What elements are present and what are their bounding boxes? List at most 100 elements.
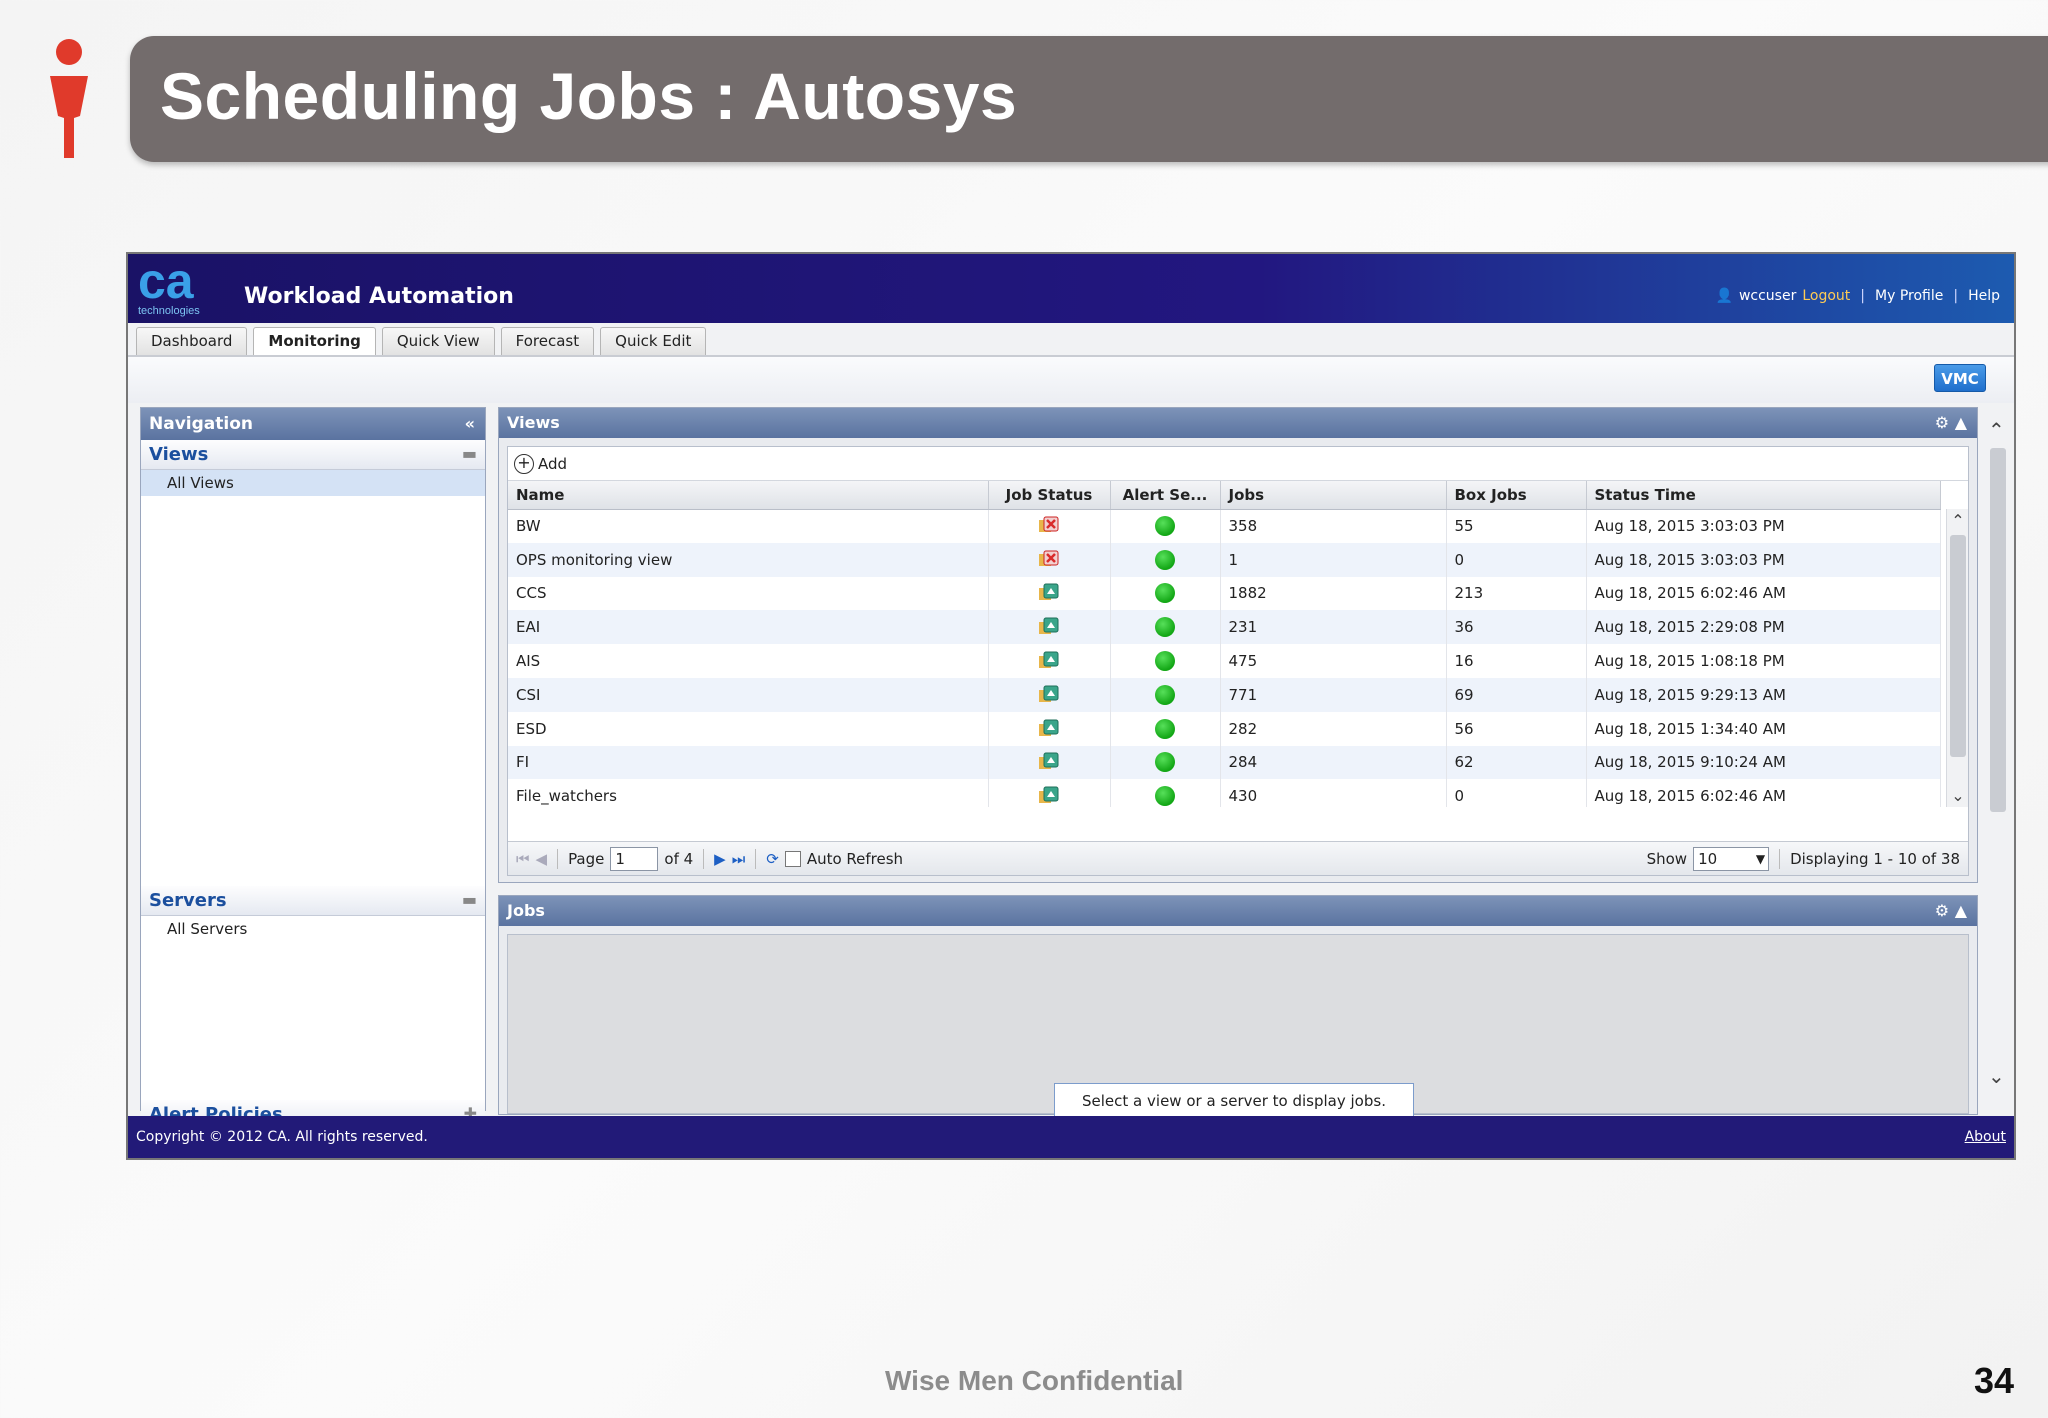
page-label: Page	[568, 849, 605, 868]
last-page-icon[interactable]: ⏭	[731, 849, 746, 868]
table-row[interactable]: BW 358 55 Aug 18, 2015 3:03:03 PM	[508, 509, 1941, 543]
dropdown-arrow-icon[interactable]: ▼	[1755, 851, 1766, 866]
table-row[interactable]: AIS 475 16 Aug 18, 2015 1:08:18 PM	[508, 644, 1941, 678]
servers-section-title: Servers	[149, 890, 227, 911]
cell-name: File_watchers	[508, 779, 989, 807]
navigation-header: Navigation «	[141, 408, 485, 440]
table-row[interactable]: FI 284 62 Aug 18, 2015 9:10:24 AM	[508, 745, 1941, 780]
job-running-icon	[988, 779, 1111, 807]
views-section-header[interactable]: Views ▬	[141, 440, 485, 470]
column-header-alert-severity[interactable]: Alert Se...	[1110, 481, 1221, 510]
jobs-panel-header: Jobs ⚙ ▲	[499, 896, 1977, 926]
column-header-name[interactable]: Name	[508, 481, 989, 510]
alert-ok-icon	[1110, 677, 1221, 712]
pagination-bar: ⏮ ◀ Page 1 of 4 ▶ ⏭ ⟳ Auto Refresh Show …	[508, 841, 1968, 875]
grid-scrollbar[interactable]: ⌃ ⌄	[1946, 509, 1968, 807]
help-link[interactable]: Help	[1968, 288, 2000, 304]
cell-status-time: Aug 18, 2015 9:29:13 AM	[1586, 677, 1941, 712]
table-row[interactable]: CCS 1882 213 Aug 18, 2015 6:02:46 AM	[508, 576, 1941, 611]
add-view-button[interactable]: + Add	[508, 447, 1968, 481]
user-icon: 👤	[1715, 288, 1733, 304]
table-row[interactable]: EAI 231 36 Aug 18, 2015 2:29:08 PM	[508, 610, 1941, 645]
collapse-icon[interactable]: «	[464, 414, 475, 433]
cell-name: BW	[508, 509, 989, 543]
logout-link[interactable]: Logout	[1802, 288, 1851, 304]
svg-text:ca: ca	[138, 258, 195, 309]
cell-status-time: Aug 18, 2015 3:03:03 PM	[1586, 542, 1941, 577]
auto-refresh-label: Auto Refresh	[806, 849, 904, 868]
table-row[interactable]: ESD 282 56 Aug 18, 2015 1:34:40 AM	[508, 711, 1941, 746]
scrollbar-thumb[interactable]	[1950, 535, 1966, 757]
next-page-icon[interactable]: ▶	[714, 849, 726, 868]
panel-options-icon[interactable]: ⚙ ▲	[1934, 901, 1967, 920]
job-running-icon	[988, 677, 1111, 712]
divider: |	[1953, 288, 1959, 304]
tab-quick-edit[interactable]: Quick Edit	[600, 327, 707, 355]
scrollbar-thumb[interactable]	[1990, 448, 2006, 812]
panel-options-icon[interactable]: ⚙ ▲	[1934, 413, 1967, 432]
jobs-grid-container: Select a view or a server to display job…	[507, 934, 1969, 1117]
divider	[557, 848, 559, 869]
page-number-input[interactable]: 1	[610, 846, 659, 871]
cell-box-jobs: 69	[1446, 677, 1587, 712]
cell-jobs: 771	[1220, 677, 1447, 712]
column-header-job-status[interactable]: Job Status	[988, 481, 1111, 510]
add-icon: +	[514, 453, 534, 474]
table-row[interactable]: CSI 771 69 Aug 18, 2015 9:29:13 AM	[508, 677, 1941, 712]
divider	[1779, 848, 1781, 869]
table-row[interactable]: File_watchers 430 0 Aug 18, 2015 6:02:46 AM	[508, 779, 1941, 807]
alert-ok-icon	[1110, 610, 1221, 645]
nav-item-all-servers[interactable]: All Servers	[167, 920, 248, 938]
divider: |	[1860, 288, 1865, 304]
previous-page-icon[interactable]: ◀	[535, 849, 548, 868]
page-scrollbar[interactable]: ⌃ ⌄	[1986, 414, 2010, 1114]
tab-dashboard[interactable]: Dashboard	[136, 327, 248, 355]
scroll-up-icon[interactable]: ⌃	[1988, 418, 2005, 442]
alert-ok-icon	[1110, 711, 1221, 746]
servers-section-header[interactable]: Servers ▬	[141, 886, 485, 916]
cell-box-jobs: 0	[1446, 542, 1587, 577]
auto-refresh-checkbox[interactable]	[784, 850, 801, 867]
column-header-box-jobs[interactable]: Box Jobs	[1446, 481, 1587, 510]
cell-name: EAI	[508, 610, 989, 645]
column-header-status-time[interactable]: Status Time	[1586, 481, 1941, 510]
divider	[703, 848, 705, 869]
tab-monitoring[interactable]: Monitoring	[253, 327, 376, 357]
scroll-down-icon[interactable]: ⌄	[1988, 1064, 2005, 1088]
app-name: Workload Automation	[244, 284, 514, 309]
views-table: Name Job Status Alert Se... Jobs Box Job…	[508, 481, 1941, 807]
main-tabs: Dashboard Monitoring Quick View Forecast…	[136, 327, 707, 357]
page-count: of 4	[664, 849, 694, 868]
app-footer: Copyright © 2012 CA. All rights reserved…	[128, 1116, 2014, 1158]
job-running-icon	[988, 644, 1111, 678]
my-profile-link[interactable]: My Profile	[1875, 288, 1944, 304]
alert-ok-icon	[1110, 509, 1221, 543]
minus-icon[interactable]: ▬	[461, 890, 477, 909]
scroll-up-icon[interactable]: ⌃	[1951, 511, 1965, 530]
svg-text:technologies: technologies	[138, 305, 200, 317]
jobs-panel: Jobs ⚙ ▲ Select a view or a server to di…	[498, 895, 1978, 1117]
minus-icon[interactable]: ▬	[461, 444, 477, 463]
alert-ok-icon	[1110, 779, 1221, 807]
column-header-jobs[interactable]: Jobs	[1220, 481, 1447, 510]
scroll-down-icon[interactable]: ⌄	[1951, 786, 1965, 805]
table-row[interactable]: OPS monitoring view 1 0 Aug 18, 2015 3:03:0…	[508, 542, 1941, 577]
job-running-icon	[988, 576, 1111, 611]
page-size-select[interactable]: 10 ▼	[1693, 846, 1770, 871]
views-grid-container: + Add Name Job Status Alert Se... Jobs	[507, 446, 1969, 876]
app-header: ca technologies Workload Automation 👤 wc…	[128, 254, 2014, 323]
cell-status-time: Aug 18, 2015 6:02:46 AM	[1586, 576, 1941, 611]
refresh-icon[interactable]: ⟳	[766, 849, 779, 868]
tab-forecast[interactable]: Forecast	[500, 327, 595, 355]
cell-box-jobs: 55	[1446, 509, 1587, 543]
job-running-icon	[988, 745, 1111, 780]
tab-quick-view[interactable]: Quick View	[381, 327, 495, 355]
cell-status-time: Aug 18, 2015 2:29:08 PM	[1586, 610, 1941, 645]
first-page-icon[interactable]: ⏮	[516, 849, 530, 868]
cell-jobs: 1882	[1220, 576, 1447, 611]
about-link[interactable]: About	[1964, 1129, 2006, 1145]
cell-box-jobs: 0	[1446, 779, 1587, 807]
nav-item-all-views[interactable]: All Views	[141, 470, 485, 496]
vmc-button[interactable]: VMC	[1934, 364, 1986, 392]
views-grid: Name Job Status Alert Se... Jobs Box Job…	[508, 481, 1968, 807]
